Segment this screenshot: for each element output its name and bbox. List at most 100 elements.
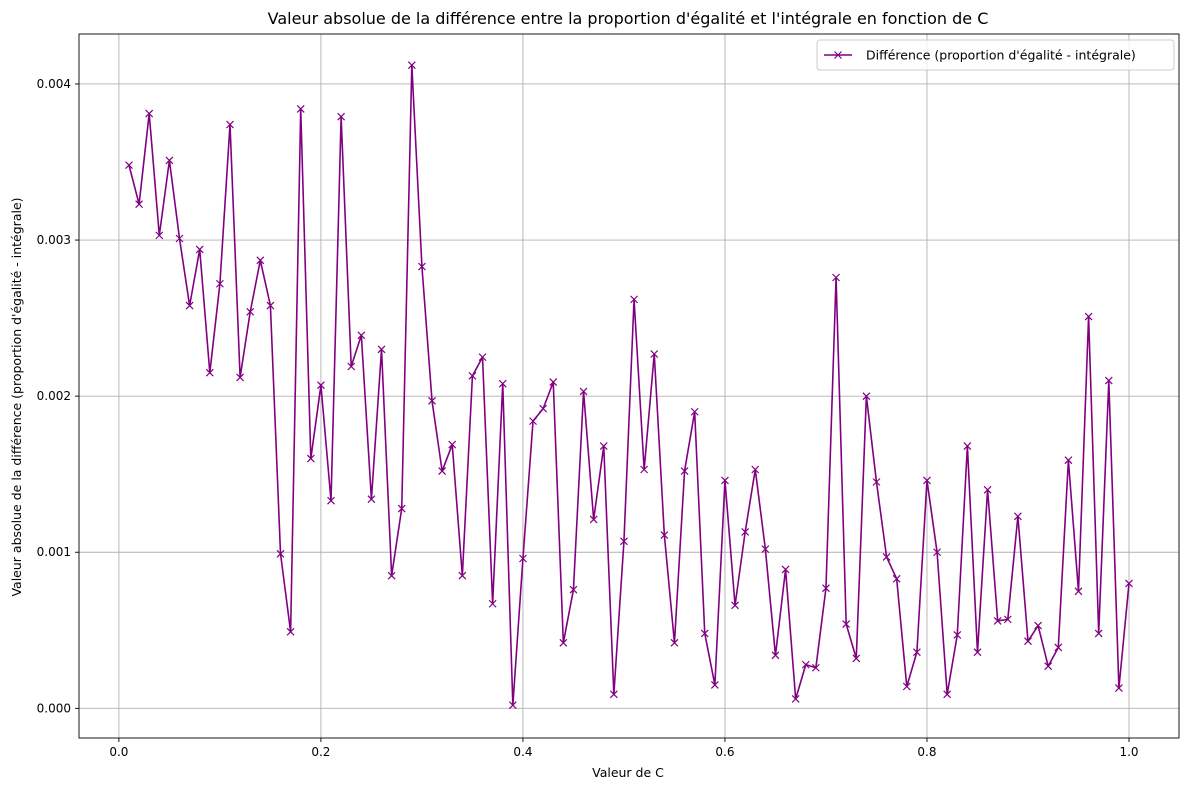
data-point-marker — [902, 682, 911, 691]
data-point-marker — [347, 362, 356, 371]
data-point-marker — [832, 273, 840, 282]
data-point-marker — [933, 548, 942, 557]
data-point-marker — [215, 279, 224, 288]
data-point-marker — [357, 331, 366, 340]
data-point-marker — [195, 245, 204, 254]
data-point-marker — [630, 295, 638, 304]
data-point-marker — [660, 531, 669, 539]
series-layer — [125, 61, 1133, 710]
data-point-marker — [650, 350, 659, 358]
data-point-marker — [872, 478, 881, 486]
data-point-marker — [620, 537, 628, 546]
data-point-marker — [1044, 662, 1053, 671]
data-point-marker — [377, 345, 386, 354]
data-point-marker — [418, 262, 426, 271]
legend-marker-swatch — [834, 51, 842, 59]
data-point-marker — [781, 565, 790, 574]
data-point-marker — [640, 465, 649, 474]
y-tick-label: 0.002 — [37, 389, 71, 403]
data-point-marker — [478, 353, 487, 362]
data-point-marker — [135, 200, 144, 209]
data-point-marker — [1054, 643, 1063, 652]
data-point-marker — [710, 681, 719, 689]
data-point-marker — [953, 631, 962, 639]
data-point-marker — [690, 407, 699, 416]
data-point-marker — [155, 231, 164, 240]
x-axis-label: Valeur de C — [592, 765, 664, 780]
data-point-marker — [1114, 684, 1123, 692]
data-point-marker — [609, 690, 618, 699]
legend: Différence (proportion d'égalité - intég… — [816, 39, 1175, 71]
data-point-marker — [721, 476, 729, 485]
data-point-marker — [488, 599, 497, 608]
x-tick-label: 0.0 — [109, 745, 128, 759]
data-point-marker — [407, 61, 416, 70]
data-point-marker — [822, 584, 830, 593]
data-point-marker — [367, 495, 376, 504]
data-point-marker — [236, 373, 245, 382]
data-point-marker — [751, 465, 760, 474]
data-point-marker — [549, 378, 558, 387]
y-tick-label: 0.001 — [37, 545, 71, 559]
legend-box — [816, 39, 1175, 71]
data-point-marker — [397, 504, 406, 513]
data-point-marker — [306, 454, 315, 463]
y-tick-label: 0.000 — [37, 701, 71, 715]
x-tick-label: 0.6 — [715, 745, 734, 759]
data-point-marker — [296, 105, 305, 113]
data-point-marker — [1064, 456, 1073, 465]
data-point-marker — [327, 496, 335, 505]
data-point-marker — [226, 120, 234, 129]
data-point-marker — [458, 571, 467, 580]
series-line — [128, 64, 1130, 707]
data-point-marker — [1024, 637, 1032, 646]
axis-ticks: 0.0 0.2 0.4 0.6 0.8 1.0 0.000 0.001 0.002 0.003 0.… — [37, 77, 1139, 759]
data-point-marker — [1013, 512, 1022, 521]
data-point-marker — [892, 574, 901, 583]
y-tick-label: 0.004 — [37, 77, 71, 91]
data-point-marker — [266, 301, 275, 310]
x-tick-label: 0.8 — [917, 745, 936, 759]
data-point-marker — [589, 515, 598, 524]
data-point-marker — [246, 307, 255, 316]
data-point-marker — [801, 660, 810, 669]
data-point-marker — [771, 651, 780, 660]
data-point-marker — [529, 417, 537, 426]
data-point-marker — [761, 545, 770, 554]
data-point-marker — [539, 404, 548, 413]
data-point-marker — [1074, 587, 1083, 596]
data-point-marker — [599, 442, 608, 451]
data-point-marker — [579, 387, 588, 396]
data-point-marker — [468, 371, 477, 380]
data-point-marker — [185, 301, 194, 310]
data-point-marker — [508, 701, 517, 710]
data-point-marker — [943, 690, 952, 699]
data-point-marker — [125, 161, 133, 170]
data-point-marker — [882, 553, 891, 561]
data-point-marker — [165, 156, 174, 165]
data-point-marker — [316, 381, 325, 390]
data-point-marker — [1104, 376, 1113, 385]
data-point-marker — [983, 485, 992, 494]
data-point-marker — [519, 554, 527, 563]
data-point-marker — [852, 654, 861, 663]
data-point-marker — [842, 620, 851, 628]
data-point-marker — [993, 617, 1002, 625]
data-point-marker — [569, 585, 578, 594]
x-tick-label: 0.4 — [513, 745, 532, 759]
plot-frame — [78, 33, 1180, 739]
data-point-marker — [1094, 629, 1103, 638]
data-point-marker — [286, 627, 295, 636]
data-point-marker — [811, 663, 820, 672]
data-point-marker — [175, 234, 184, 243]
data-point-marker — [741, 528, 750, 536]
data-point-marker — [387, 571, 396, 580]
data-point-marker — [923, 476, 931, 485]
data-point-marker — [680, 467, 689, 475]
data-point-marker — [276, 549, 285, 558]
x-tick-label: 1.0 — [1119, 745, 1138, 759]
data-point-marker — [205, 368, 214, 377]
data-point-marker — [700, 629, 709, 638]
data-point-marker — [337, 112, 346, 121]
